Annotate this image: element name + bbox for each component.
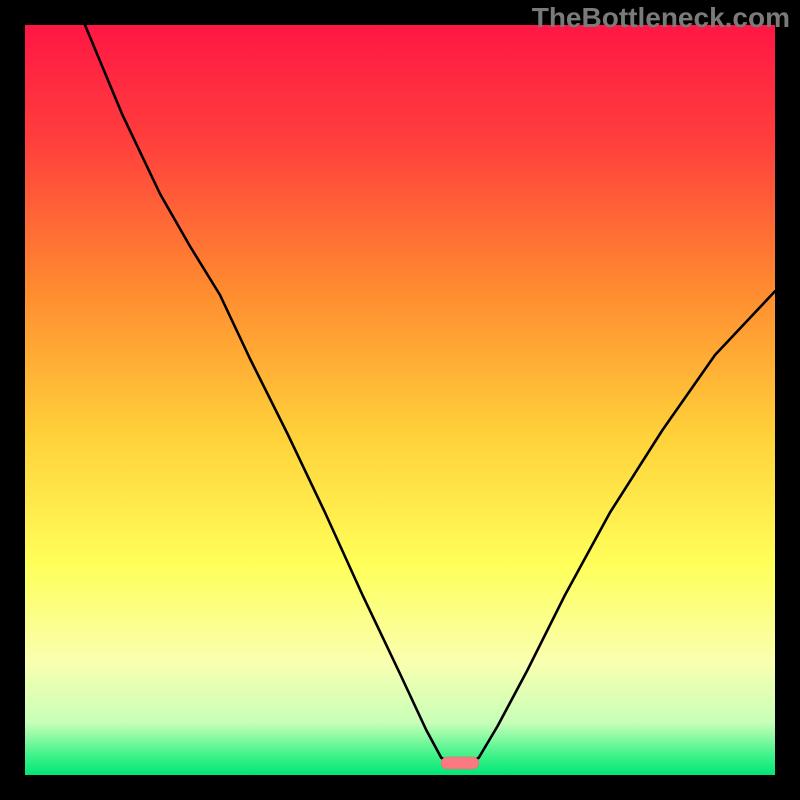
watermark-text: TheBottleneck.com [532, 2, 790, 34]
chart-container: TheBottleneck.com [0, 0, 800, 800]
plot-area [25, 25, 775, 775]
plot-background [25, 25, 775, 775]
optimal-marker [441, 757, 479, 769]
plot-svg [25, 25, 775, 775]
